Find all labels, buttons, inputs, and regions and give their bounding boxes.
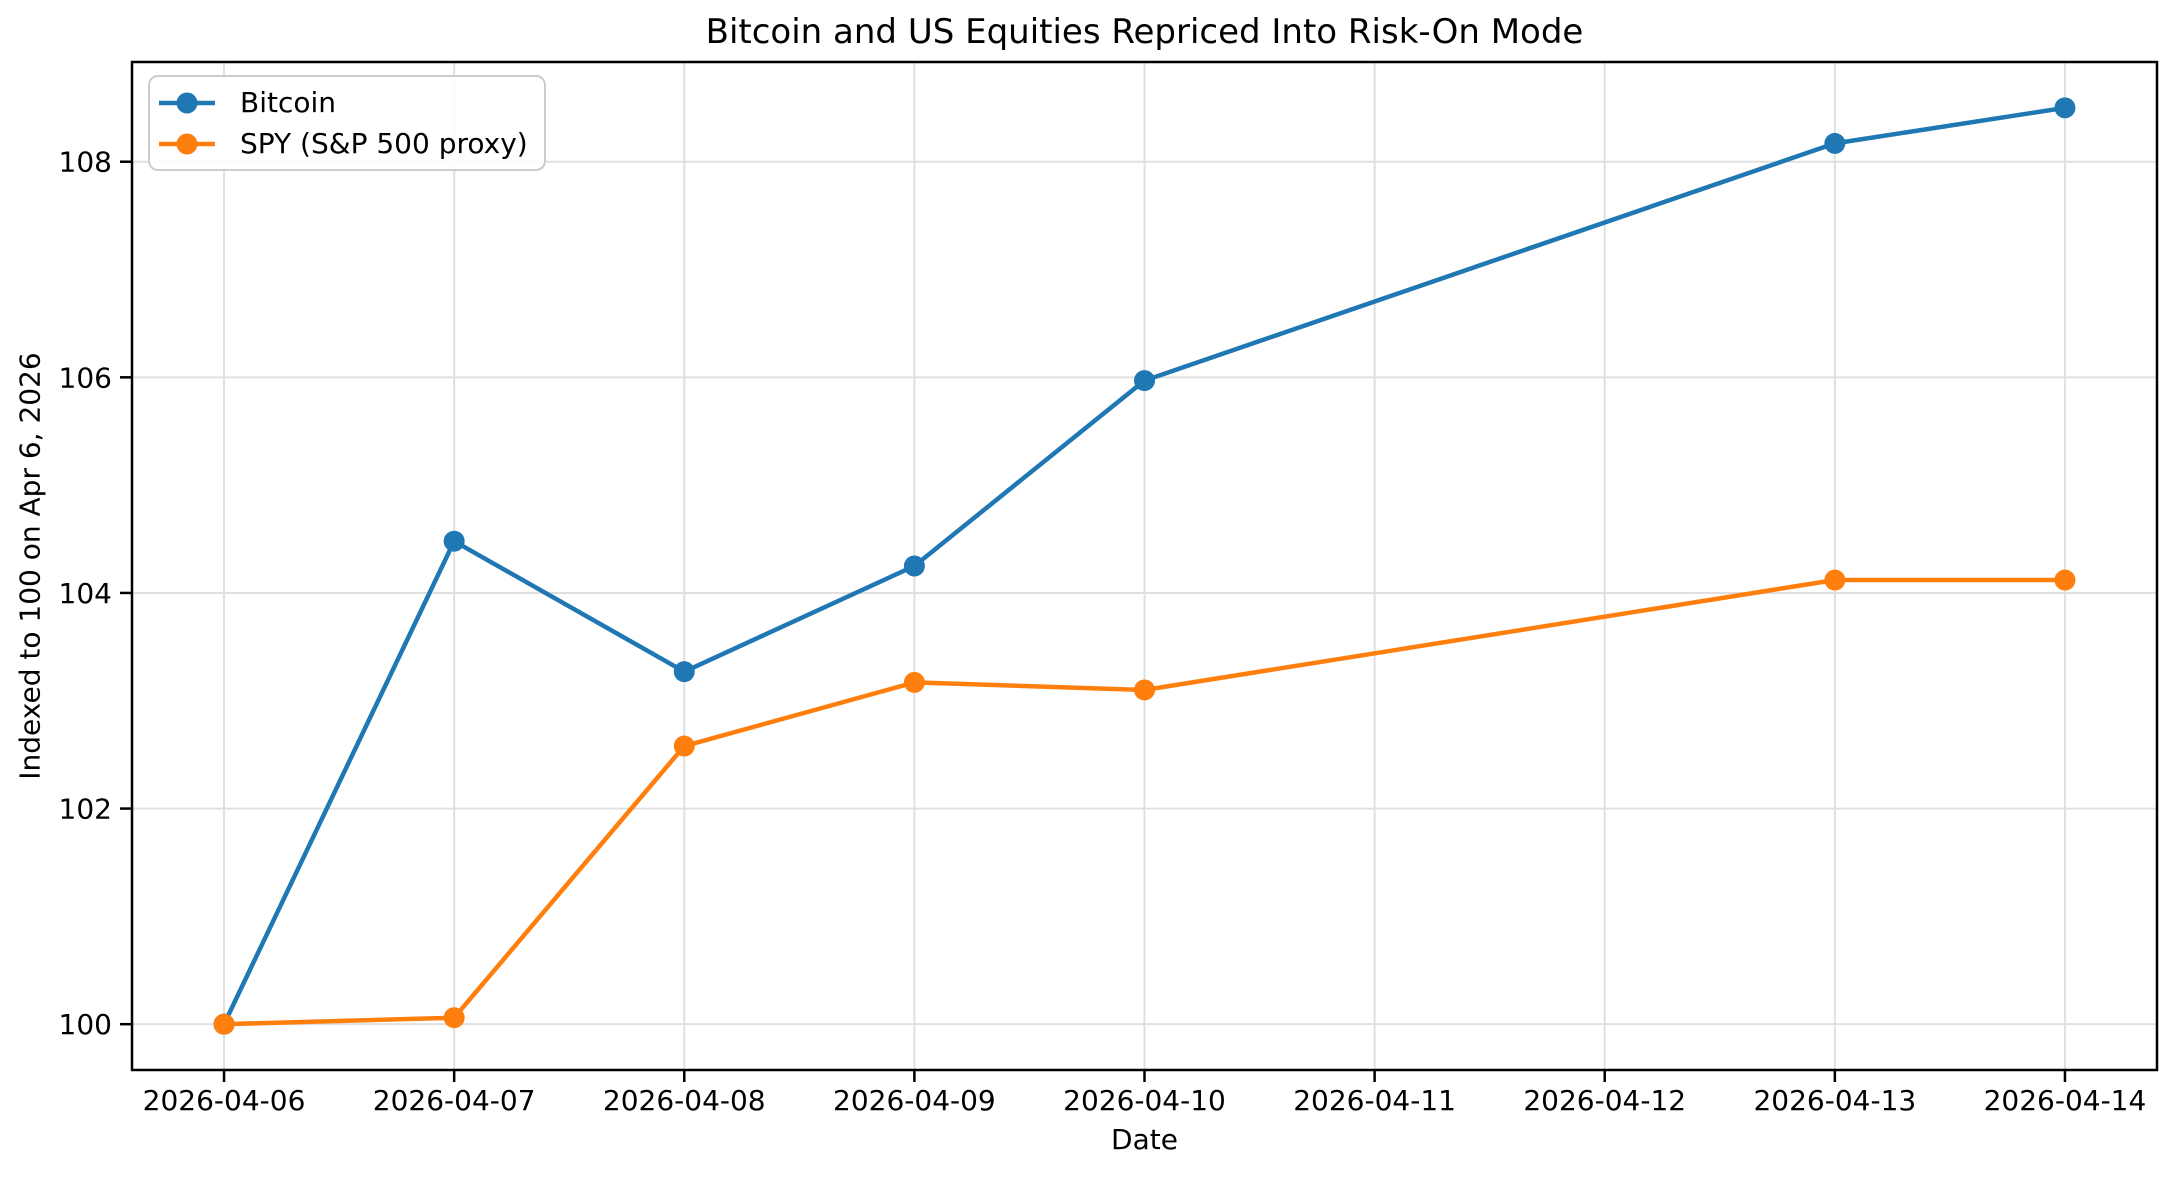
spy-s-p-500-proxy-legend-sample-icon [158,128,216,160]
spy-s-p-500-proxy-marker [2054,569,2076,591]
x-tick-label: 2026-04-12 [1523,1084,1686,1117]
y-tick-label: 104 [59,577,112,610]
spy-s-p-500-proxy-marker [213,1013,235,1035]
spy-s-p-500-proxy-marker [1824,569,1846,591]
x-tick-label: 2026-04-08 [603,1084,766,1117]
spy-s-p-500-proxy-marker [903,671,925,693]
spy-s-p-500-proxy-marker [443,1007,465,1029]
y-tick-label: 108 [59,146,112,179]
y-tick-label: 102 [59,793,112,826]
spy-s-p-500-proxy-marker [1134,679,1155,701]
legend-item-bitcoin: Bitcoin [158,82,528,123]
bitcoin-marker [1824,132,1846,154]
bitcoin-marker [673,661,695,683]
x-tick-label: 2026-04-11 [1293,1084,1456,1117]
x-tick-label: 2026-04-07 [373,1084,536,1117]
chart-title: Bitcoin and US Equities Repriced Into Ri… [705,12,1584,52]
y-axis-label: Indexed to 100 on Apr 6, 2026 [13,352,47,780]
legend: Bitcoin SPY (S&P 500 proxy) [148,75,546,171]
y-tick-label: 106 [59,361,112,394]
legend-item-spy-s-p-500-proxy: SPY (S&P 500 proxy) [158,123,528,164]
bitcoin-legend-sample-icon [158,87,216,119]
bitcoin-marker [903,555,925,577]
spy-s-p-500-proxy-marker [673,735,695,757]
bitcoin-marker [1134,370,1155,392]
plot-border [130,60,2159,1072]
bitcoin-marker [443,530,465,552]
x-axis-label: Date [1111,1123,1178,1156]
y-tick-label: 100 [59,1008,112,1041]
x-tick-label: 2026-04-13 [1753,1084,1916,1117]
legend-label: Bitcoin [240,86,337,119]
bitcoin-marker [2054,97,2076,119]
x-tick-label: 2026-04-09 [833,1084,996,1117]
x-tick-label: 2026-04-14 [1984,1084,2147,1117]
x-tick-label: 2026-04-06 [143,1084,306,1117]
legend-label: SPY (S&P 500 proxy) [240,127,528,160]
x-tick-label: 2026-04-10 [1063,1084,1226,1117]
